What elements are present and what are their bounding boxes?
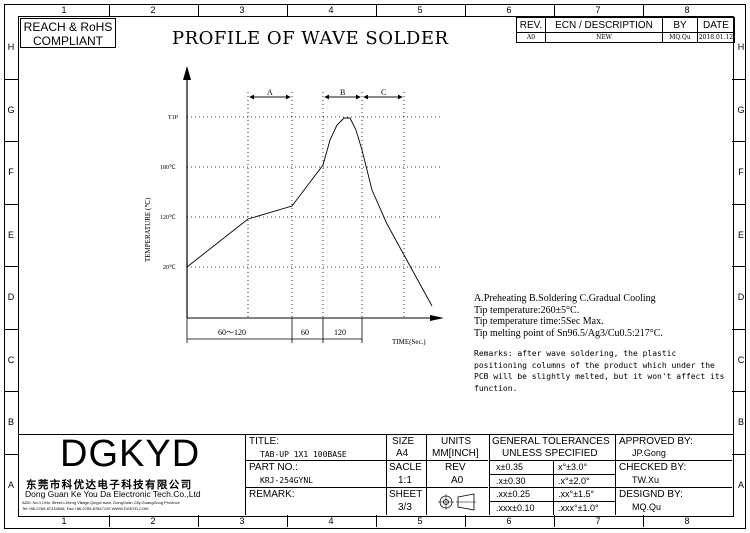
title-label: TITLE:	[249, 436, 280, 447]
zone-a-label: A	[267, 88, 273, 97]
zone-col-label: 8	[684, 5, 690, 15]
company-name-cn: 东莞市科优达电子科技有限公司	[26, 479, 193, 491]
third-angle-projection-icon	[438, 493, 476, 511]
revision-table: REV. ECN / DESCRIPTION BY DATE A0 NEW MQ…	[516, 17, 735, 43]
tolerances-subtitle: UNLESS SPECIFIED	[502, 448, 598, 459]
tolerance-value: .xx±0.25	[496, 489, 530, 499]
zone-row-label: A	[7, 480, 14, 490]
tolerance-value: x±0.35	[496, 462, 523, 472]
zone-row-label: E	[7, 230, 14, 240]
tolerance-value: .xxx°±1.0°	[558, 503, 599, 513]
zone-col-label: 3	[239, 5, 245, 15]
interval-label: 60	[301, 328, 309, 337]
zone-row-label: D	[7, 292, 15, 302]
zone-col-label: 1	[61, 516, 67, 526]
units-label: UNITS	[441, 436, 471, 447]
title-value: TAB-UP 1X1 100BASE	[260, 450, 347, 459]
company-contact: Tel:+86-0769-87334606; Fax:+86-0769-8784…	[22, 506, 149, 511]
zone-row-label: C	[7, 355, 15, 365]
drawing-title: PROFILE OF WAVE SOLDER	[172, 28, 449, 49]
part-no-value: KRJ-254GYNL	[260, 476, 313, 485]
zone-col-label: 1	[61, 5, 67, 15]
zone-row-label: H	[7, 42, 15, 52]
zone-row-label: H	[737, 42, 745, 52]
units-value: MM[INCH]	[432, 448, 479, 459]
zone-row-label: A	[737, 480, 744, 490]
y-tick-label: 120℃	[160, 215, 176, 221]
remarks-text: Remarks: after wave soldering, the plast…	[474, 349, 725, 393]
interval-label: 60～120	[218, 328, 246, 337]
zone-col-label: 3	[239, 516, 245, 526]
zone-col-label: 2	[150, 5, 156, 15]
scale-value: 1:1	[398, 475, 412, 486]
zone-col-label: 6	[506, 5, 512, 15]
y-tick-label: T1P	[168, 115, 179, 121]
zone-row-label: B	[7, 417, 14, 427]
tolerance-value: .x±0.30	[496, 476, 526, 486]
size-value: A4	[396, 448, 409, 459]
zone-col-label: 7	[595, 5, 601, 15]
approved-by-label: APPROVED BY:	[619, 436, 693, 447]
x-axis-label: TIME(Sec.)	[392, 338, 426, 346]
x-axis-arrow	[430, 315, 444, 321]
scale-label: SACLE	[389, 462, 422, 473]
sheet-label: SHEET	[389, 489, 423, 500]
zone-row-label: B	[737, 417, 744, 427]
zone-col-label: 2	[150, 516, 156, 526]
tolerance-value: .xxx±0.10	[496, 503, 535, 513]
date-cell: 2018.01.12	[697, 32, 735, 43]
part-no-label: PART NO.:	[249, 462, 298, 473]
zone-col-label: 4	[328, 516, 334, 526]
y-axis-arrow	[183, 66, 191, 80]
zone-col-label: 7	[595, 516, 601, 526]
designed-by-label: DESIGND BY:	[619, 489, 683, 500]
tolerance-value: x°±3.0°	[558, 462, 588, 472]
notes-legend: A.Preheating B.Soldering C.Gradual Cooli…	[474, 293, 656, 304]
approved-by-value: JP.Gong	[632, 448, 666, 458]
checked-by-label: CHECKED BY:	[619, 462, 687, 473]
notes-tip-temperature: Tip temperature:260±5°C.	[474, 304, 580, 316]
zone-row-label: D	[737, 292, 745, 302]
y-axis-label: TEMPERATURE (℃)	[144, 197, 152, 262]
temperature-profile-line	[186, 117, 433, 307]
zone-b-label: B	[340, 88, 345, 97]
interval-label: 120	[334, 328, 346, 337]
zone-col-label: 6	[506, 516, 512, 526]
zone-c-label: C	[381, 88, 386, 97]
zone-col-label: 4	[328, 5, 334, 15]
tolerance-value: .xx°±1.5°	[558, 489, 595, 499]
tolerance-value: .x°±2.0°	[558, 476, 590, 486]
checked-by-value: TW.Xu	[632, 475, 660, 485]
sheet-value: 3/3	[398, 502, 412, 513]
designed-by-value: MQ.Qu	[632, 502, 662, 512]
company-name-en: Dong Guan Ke You Da Electronic Tech.Co.,…	[25, 489, 201, 499]
zone-row-label: C	[737, 355, 745, 365]
zone-row-label: F	[738, 167, 744, 177]
zone-row-label: G	[737, 105, 745, 115]
compliance-line-2: COMPLIANT	[32, 34, 103, 48]
process-notes: A.Preheating B.Soldering C.Gradual Cooli…	[474, 293, 663, 339]
company-logo: DGKYD	[60, 433, 201, 475]
zone-row-label: G	[7, 105, 15, 115]
zone-col-label: 5	[417, 5, 423, 15]
remark-label: REMARK:	[249, 489, 295, 500]
notes-tip-time: Tip temperature time:5Sec Max.	[474, 316, 604, 327]
notes-tip-melting-point: Tip melting point of Sn96.5/Ag3/Cu0.5:21…	[474, 327, 663, 339]
tolerances-title: GENERAL TOLERANCES	[492, 436, 610, 447]
y-tick-label: 180℃	[160, 165, 176, 171]
zone-row-label: E	[737, 230, 744, 240]
zone-row-label: F	[8, 167, 14, 177]
zone-col-label: 5	[417, 516, 423, 526]
y-tick-label: 20℃	[163, 265, 176, 271]
compliance-line-1: REACH & RoHS	[23, 20, 113, 34]
rev-label: REV	[445, 462, 466, 473]
compliance-badge: REACH & RoHS COMPLIANT	[20, 18, 116, 48]
zone-col-label: 8	[684, 516, 690, 526]
company-address: ADD: No.1 LiHe Street,LiHeng Village,Qin…	[22, 500, 180, 505]
rev-value: A0	[451, 475, 464, 486]
size-label: SIZE	[392, 436, 415, 447]
